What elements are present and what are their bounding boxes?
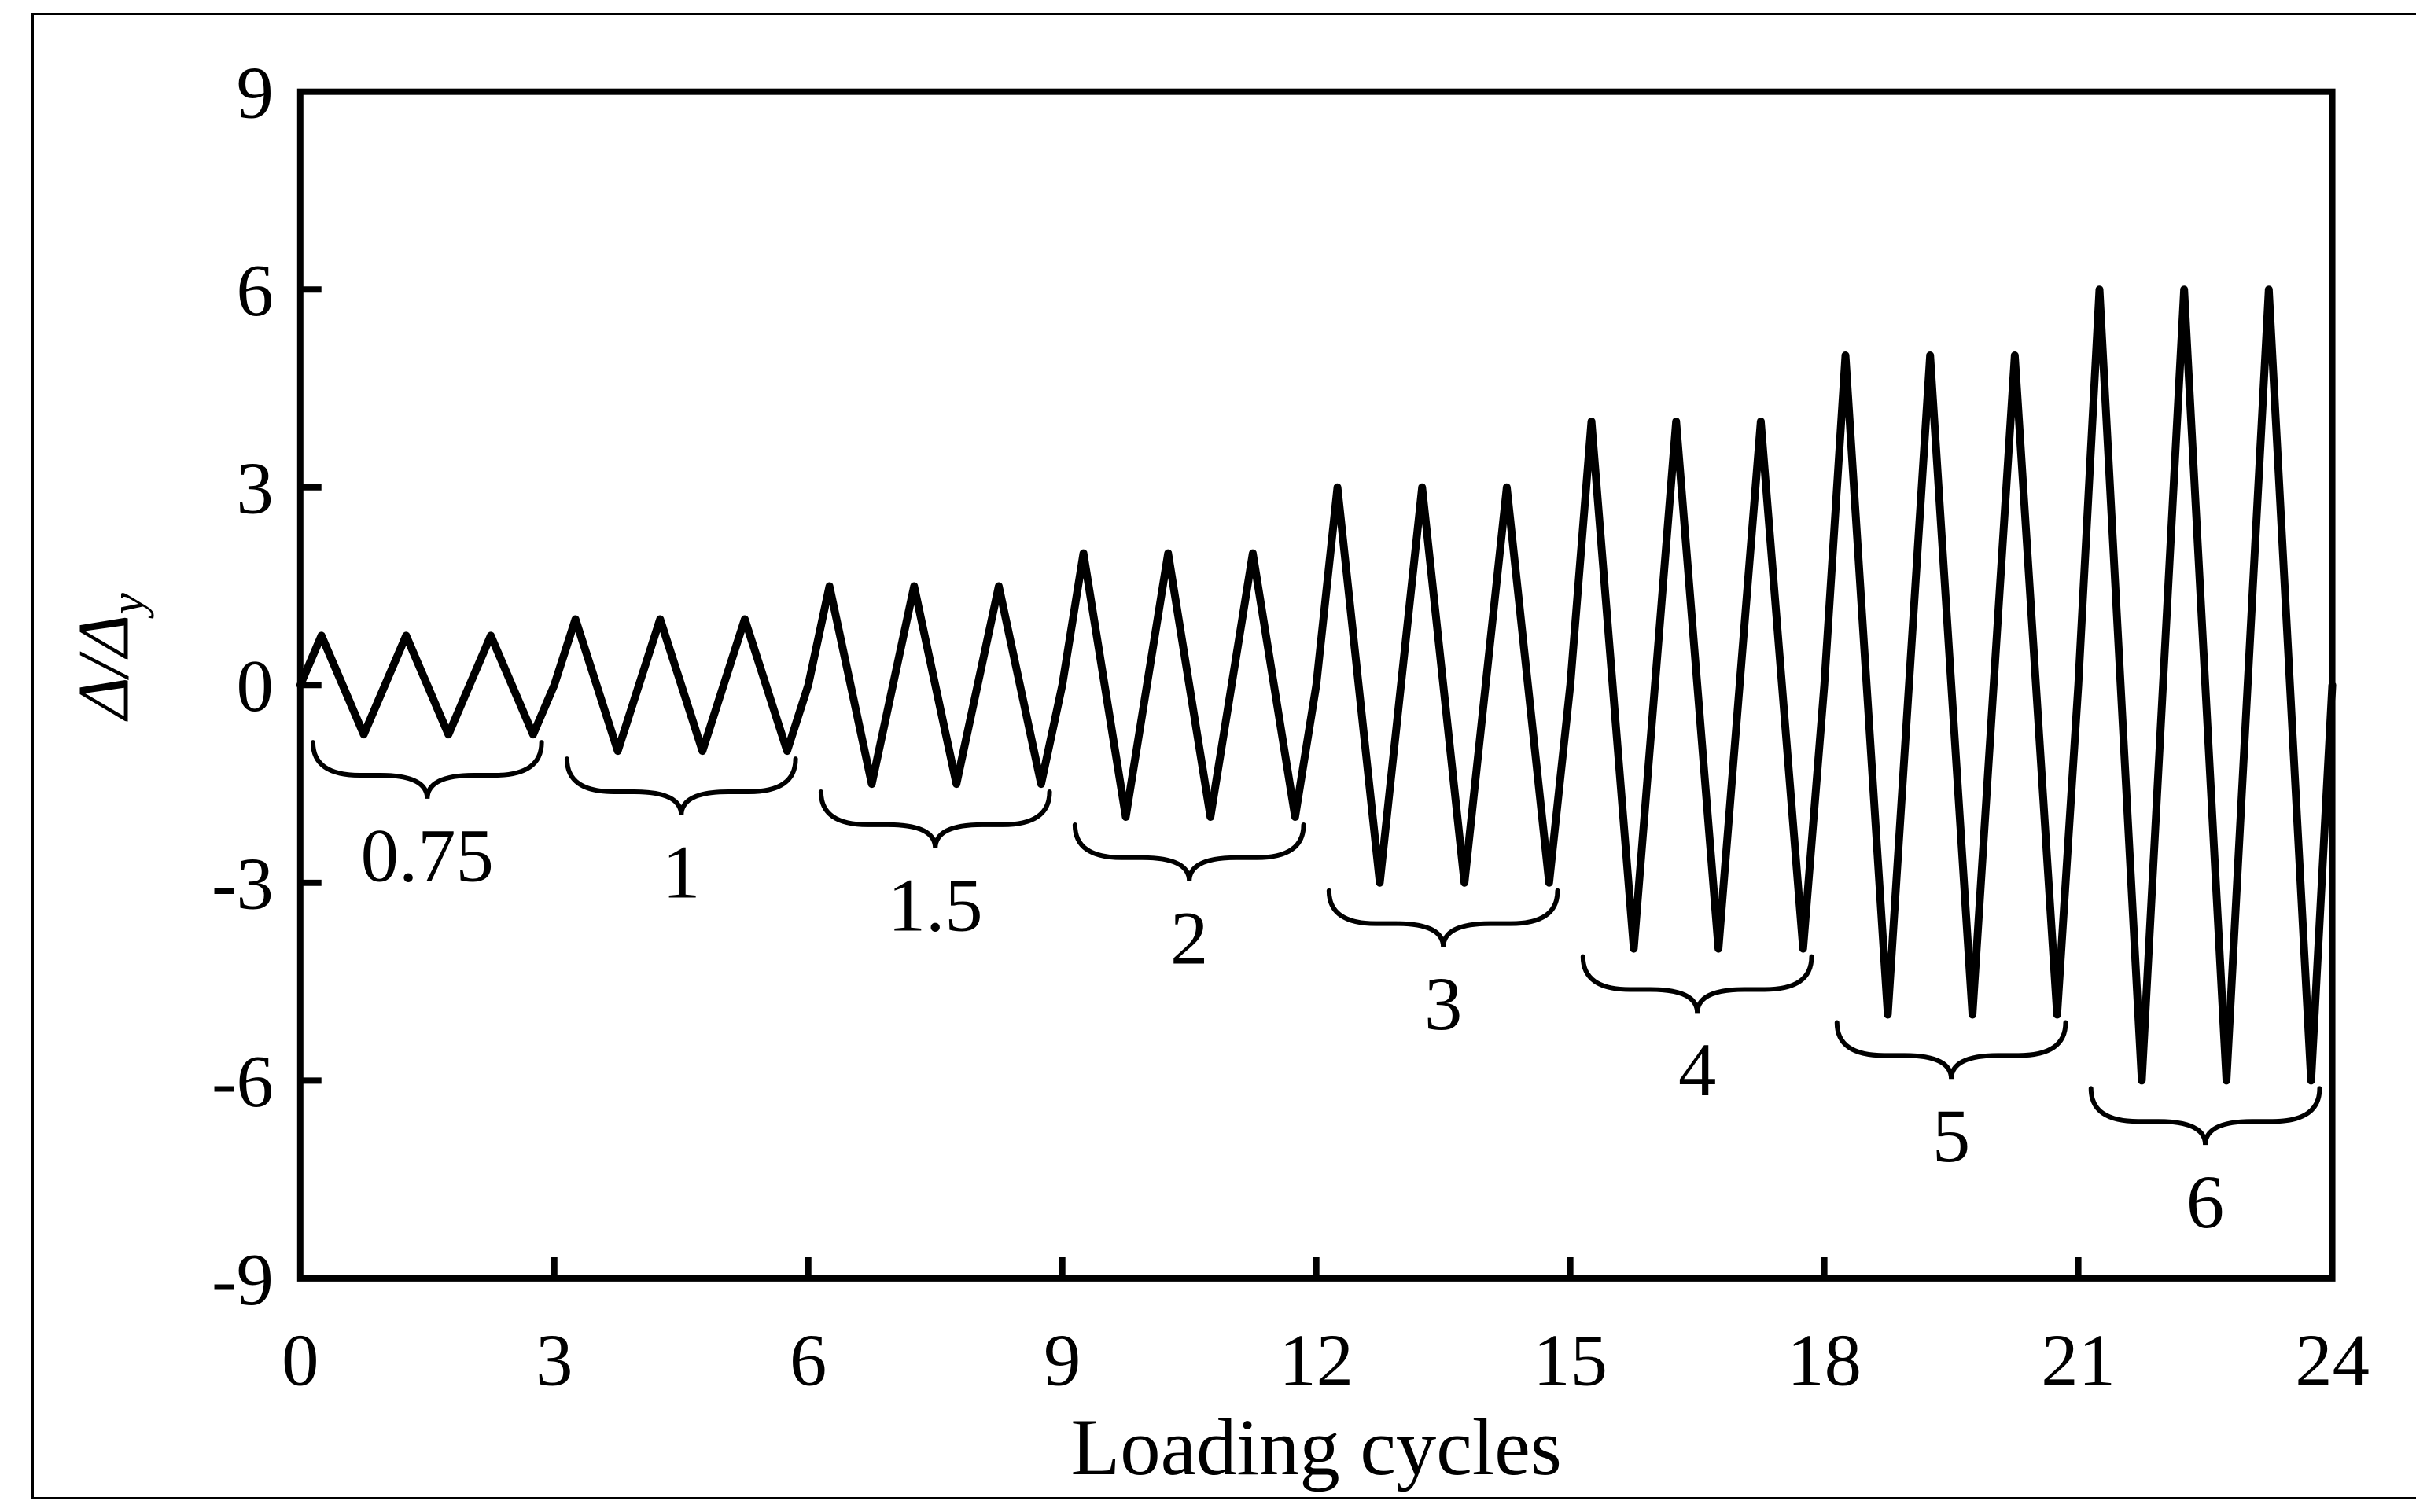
group-amplitude-label: 4 bbox=[1678, 1028, 1716, 1112]
x-tick-label: 12 bbox=[1279, 1319, 1353, 1401]
y-tick-label: 6 bbox=[237, 250, 274, 332]
x-axis-title: Loading cycles bbox=[1071, 1403, 1562, 1492]
y-tick-label: -9 bbox=[212, 1239, 274, 1321]
y-tick-label: -6 bbox=[212, 1041, 274, 1123]
loading-protocol-chart: 9 6 3 0 -3 -6 -9 0 3 6 9 12 15 18 21 24 0.75 1 1.5 2 3 4 5 6 L… bbox=[31, 13, 2416, 1499]
group-amplitude-label: 5 bbox=[1932, 1094, 1970, 1178]
group-amplitude-label: 6 bbox=[2186, 1160, 2224, 1244]
group-amplitude-label: 0.75 bbox=[361, 814, 494, 898]
x-tick-label: 6 bbox=[790, 1319, 827, 1401]
waveform-line bbox=[296, 285, 2337, 1085]
y-tick-label: 3 bbox=[237, 448, 274, 530]
group-underbrace bbox=[310, 740, 544, 800]
group-amplitude-label: 3 bbox=[1424, 962, 1462, 1046]
x-tick-label: 9 bbox=[1044, 1319, 1081, 1401]
group-underbrace bbox=[1326, 888, 1560, 947]
y-axis-title: Δ/Δy bbox=[63, 593, 154, 723]
loading-history-polyline bbox=[296, 285, 2337, 1085]
amplitude-braces bbox=[310, 740, 2322, 1146]
x-tick-label: 0 bbox=[282, 1319, 319, 1401]
y-tick-label: -3 bbox=[212, 844, 274, 925]
axis-ticks bbox=[300, 286, 2082, 1278]
group-underbrace bbox=[1834, 1020, 2068, 1080]
group-amplitude-label: 2 bbox=[1170, 896, 1208, 980]
y-tick-label: 9 bbox=[237, 53, 274, 134]
group-underbrace bbox=[1580, 954, 1814, 1014]
group-amplitude-label: 1.5 bbox=[888, 863, 983, 947]
group-underbrace bbox=[2088, 1086, 2322, 1146]
group-underbrace bbox=[564, 756, 798, 816]
group-amplitude-label: 1 bbox=[662, 830, 700, 914]
x-tick-label: 18 bbox=[1787, 1319, 1862, 1401]
amplitude-labels: 0.75 1 1.5 2 3 4 5 6 bbox=[361, 814, 2225, 1244]
x-tick-label: 3 bbox=[536, 1319, 573, 1401]
x-tick-label: 21 bbox=[2041, 1319, 2116, 1401]
x-tick-label: 15 bbox=[1533, 1319, 1608, 1401]
x-tick-label: 24 bbox=[2295, 1319, 2370, 1401]
y-tick-label: 0 bbox=[237, 646, 274, 727]
group-underbrace bbox=[1072, 822, 1306, 881]
group-underbrace bbox=[818, 789, 1052, 849]
